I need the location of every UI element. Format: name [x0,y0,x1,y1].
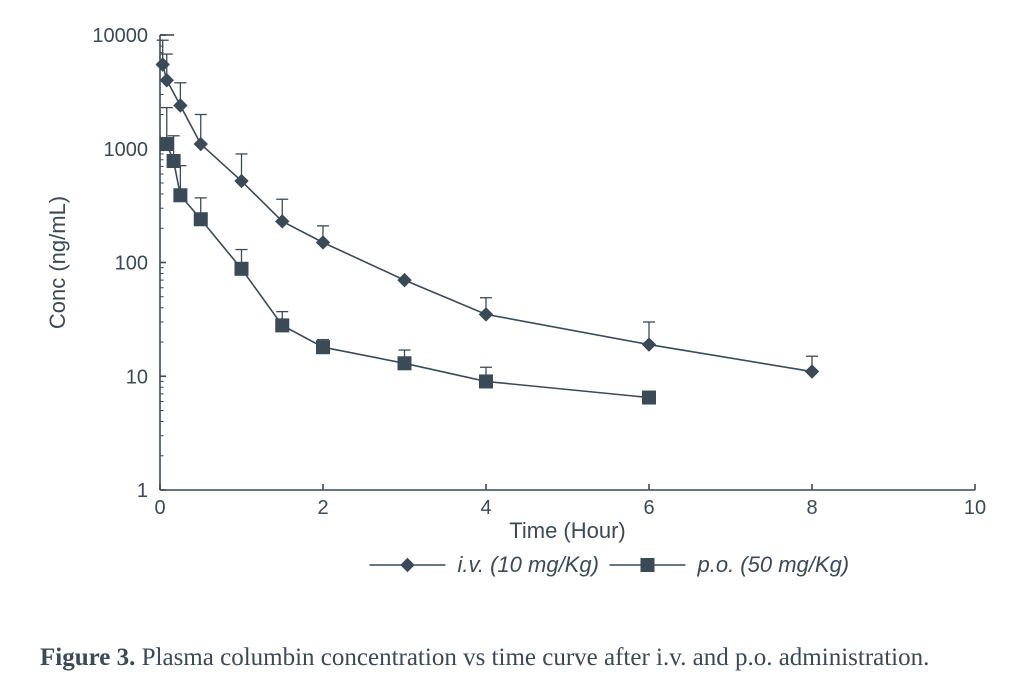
figure-caption-prefix: Figure 3. [40,644,135,671]
svg-text:0: 0 [154,497,165,519]
svg-text:4: 4 [480,497,491,519]
figure-container: 1 10 100 1000 10000 0 2 4 6 8 10 Time (Hour) Conc (n… [0,0,1015,691]
figure-caption-text: Plasma columbin concentration vs time cu… [135,644,929,671]
svg-text:Time (Hour): Time (Hour) [509,518,626,543]
figure-caption: Figure 3. Plasma columbin concentration … [40,642,975,673]
svg-text:10000: 10000 [92,25,148,47]
svg-text:6: 6 [643,497,654,519]
svg-text:2: 2 [317,497,328,519]
svg-text:10: 10 [126,366,148,388]
svg-text:Conc (ng/mL): Conc (ng/mL) [45,196,70,329]
svg-text:8: 8 [806,497,817,519]
svg-text:1: 1 [137,480,148,502]
svg-text:p.o. (50 mg/Kg): p.o. (50 mg/Kg) [697,552,850,577]
svg-text:10: 10 [964,497,986,519]
svg-text:100: 100 [115,253,148,275]
svg-text:i.v. (10 mg/Kg): i.v. (10 mg/Kg) [458,552,599,577]
svg-text:1000: 1000 [104,139,149,161]
pk-chart: 1 10 100 1000 10000 0 2 4 6 8 10 Time (Hour) Conc (n… [0,0,1015,600]
